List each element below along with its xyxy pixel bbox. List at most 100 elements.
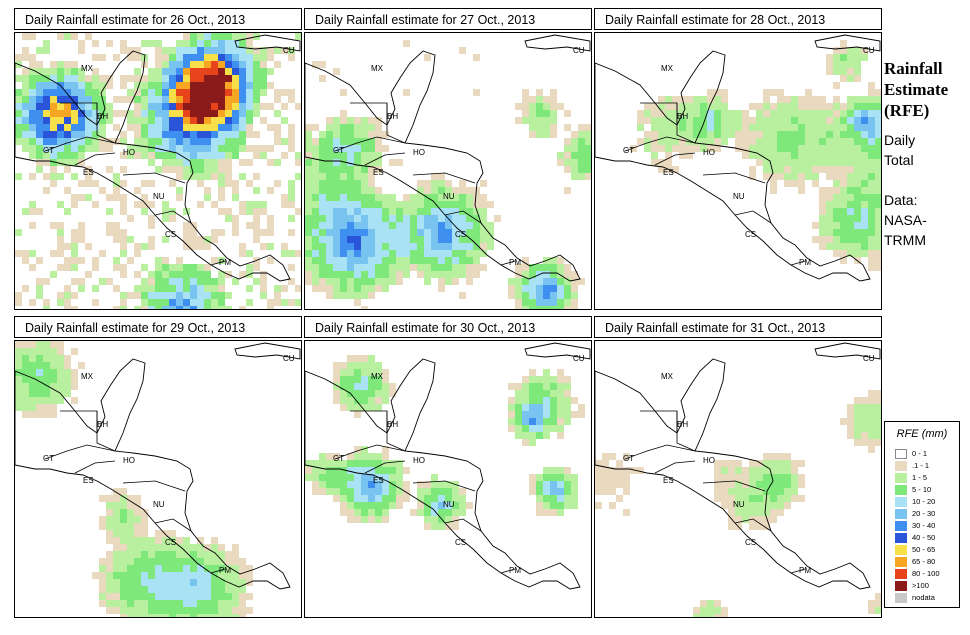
rain-cell [267, 124, 274, 131]
rain-cell [445, 243, 452, 250]
rain-cell [557, 481, 564, 488]
rain-cell [120, 271, 127, 278]
legend-item: 10 - 20 [895, 497, 959, 508]
rain-cell [15, 75, 22, 82]
rainfall-map[interactable]: MX BH GT HO ES NU CS PM CU [14, 32, 302, 310]
country-border [790, 260, 806, 266]
rain-cell [106, 222, 113, 229]
rain-cell [204, 187, 211, 194]
rain-cell [204, 264, 211, 271]
rain-cell [305, 159, 312, 166]
rain-cell [361, 292, 368, 299]
rain-cell [326, 208, 333, 215]
rain-cell [707, 607, 714, 614]
rain-cell [550, 264, 557, 271]
rain-cell [183, 586, 190, 593]
rain-cell [417, 495, 424, 502]
rain-cell [197, 75, 204, 82]
rain-cell [29, 61, 36, 68]
rain-cell [564, 159, 571, 166]
legend-title: RFE (mm) [896, 428, 948, 440]
rain-cell [204, 551, 211, 558]
rain-cell [333, 166, 340, 173]
rain-cell [868, 89, 875, 96]
rain-cell [141, 614, 148, 617]
rain-cell [368, 383, 375, 390]
rain-cell [225, 180, 232, 187]
rain-cell [630, 145, 637, 152]
rain-cell [141, 96, 148, 103]
rain-cell [15, 376, 22, 383]
rain-cell [239, 558, 246, 565]
rain-cell [672, 131, 679, 138]
rainfall-map[interactable]: MX BH GT HO ES NU CS PM CU [594, 340, 882, 618]
rain-cell [424, 509, 431, 516]
rain-cell [557, 278, 564, 285]
rain-cell [71, 138, 78, 145]
country-label-es: ES [373, 476, 384, 485]
rain-cell [854, 222, 861, 229]
rain-cell [22, 124, 29, 131]
rain-cell [218, 33, 225, 40]
rain-cell [651, 117, 658, 124]
rain-cell [141, 61, 148, 68]
rainfall-map[interactable]: MX BH GT HO ES NU CS PM CU [304, 340, 592, 618]
rain-cell [204, 565, 211, 572]
rain-cell [141, 292, 148, 299]
rain-cell [113, 236, 120, 243]
rainfall-map[interactable]: MX BH GT HO ES NU CS PM CU [304, 32, 592, 310]
rain-cell [176, 61, 183, 68]
rain-cell [99, 565, 106, 572]
rain-cell [368, 180, 375, 187]
rain-cell [183, 243, 190, 250]
rain-cell [141, 82, 148, 89]
rain-cell [826, 117, 833, 124]
rain-cell [438, 271, 445, 278]
rain-cell [36, 82, 43, 89]
rain-cell [162, 159, 169, 166]
rain-cell [99, 145, 106, 152]
country-label-gt: GT [43, 146, 54, 155]
rain-cell [854, 208, 861, 215]
rain-cell [22, 369, 29, 376]
rain-cell [218, 82, 225, 89]
rain-cell [368, 159, 375, 166]
rain-cell [368, 481, 375, 488]
rain-cell [183, 68, 190, 75]
legend-label: nodata [912, 593, 935, 602]
rain-cell [791, 488, 798, 495]
rain-cell [113, 124, 120, 131]
rain-cell [543, 264, 550, 271]
rain-cell [71, 82, 78, 89]
rain-cell [721, 124, 728, 131]
rain-cell [260, 152, 267, 159]
rain-cell [340, 159, 347, 166]
rain-cell [840, 229, 847, 236]
rain-cell [417, 488, 424, 495]
rain-cell [64, 152, 71, 159]
rain-cell [106, 572, 113, 579]
rain-cell [389, 208, 396, 215]
rain-cell [452, 523, 459, 530]
rain-cell [452, 187, 459, 194]
rain-cell [721, 460, 728, 467]
rain-cell [305, 138, 312, 145]
rain-cell [305, 222, 312, 229]
country-border [210, 260, 226, 266]
rain-cell [22, 131, 29, 138]
rain-cell [417, 180, 424, 187]
rain-cell [375, 117, 382, 124]
rain-cell [85, 117, 92, 124]
rain-cell [134, 285, 141, 292]
rain-cell [113, 488, 120, 495]
rain-cell [204, 243, 211, 250]
rainfall-map[interactable]: MX BH GT HO ES NU CS PM CU [14, 340, 302, 618]
rain-cell [260, 145, 267, 152]
rain-cell [756, 103, 763, 110]
rain-cell [375, 243, 382, 250]
rainfall-map[interactable]: MX BH GT HO ES NU CS PM CU [594, 32, 882, 310]
rain-cell [403, 236, 410, 243]
rain-cell [340, 124, 347, 131]
rain-cell [120, 208, 127, 215]
rain-cell [749, 488, 756, 495]
